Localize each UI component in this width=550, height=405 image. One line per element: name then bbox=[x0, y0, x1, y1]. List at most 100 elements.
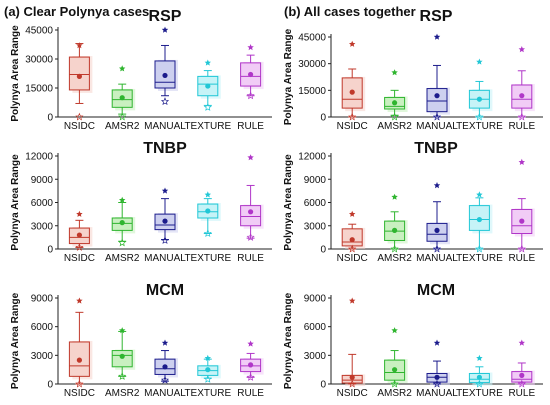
outlier-low-marker bbox=[348, 244, 357, 253]
y-tick-label: 12000 bbox=[298, 152, 326, 163]
mean-marker bbox=[434, 374, 440, 380]
outlier-high-marker bbox=[476, 58, 483, 65]
x-tick-label: RULE bbox=[508, 388, 535, 399]
mean-marker bbox=[205, 208, 211, 214]
y-tick-label: 9000 bbox=[304, 294, 327, 305]
x-tick-label: NSIDC bbox=[337, 388, 368, 399]
y-tick-label: 3000 bbox=[304, 351, 327, 362]
x-tick-label: AMSR2 bbox=[377, 253, 412, 264]
chart-title: TNBP bbox=[414, 140, 458, 157]
chart-b-mcm: MCM Polynya Area Range 0 3000 6000 9000 NSIDC A… bbox=[283, 282, 543, 399]
box-manual: MANUAL bbox=[416, 182, 458, 264]
y-axis-label: Polynya Area Range bbox=[10, 154, 21, 251]
outlier-high-marker bbox=[76, 210, 83, 217]
y-tick-label: 45000 bbox=[25, 26, 53, 37]
x-tick-label: MANUAL bbox=[416, 253, 458, 264]
chart-b-rsp: RSP Polynya Area Range 0 15000 30000 45000 NSI… bbox=[283, 8, 543, 132]
x-tick-label: AMSR2 bbox=[377, 388, 412, 399]
x-tick-label: TEXTURE bbox=[184, 388, 231, 399]
mean-marker bbox=[349, 237, 355, 243]
box-nsidc: NSIDC bbox=[337, 297, 368, 399]
outlier-low-marker bbox=[517, 244, 526, 253]
box-nsidc: NSIDC bbox=[64, 42, 95, 132]
box-amsr2: AMSR2 bbox=[377, 193, 412, 264]
outlier-low-marker bbox=[432, 379, 442, 388]
outlier-high-marker bbox=[391, 193, 398, 200]
outlier-low-marker bbox=[75, 243, 84, 251]
y-axis-label: Polynya Area Range bbox=[283, 292, 294, 389]
y-tick-label: 3000 bbox=[304, 221, 327, 232]
chart-title: RSP bbox=[149, 8, 182, 25]
y-tick-label: 3000 bbox=[31, 221, 54, 232]
mean-marker bbox=[476, 374, 482, 380]
x-tick-label: NSIDC bbox=[64, 121, 95, 132]
box-manual: MANUAL bbox=[144, 26, 186, 132]
box-rule: RULE bbox=[237, 44, 264, 132]
box-nsidc: NSIDC bbox=[337, 210, 368, 264]
outlier-high-marker bbox=[391, 327, 398, 334]
box-texture: TEXTURE bbox=[456, 58, 503, 132]
mean-marker bbox=[476, 216, 482, 223]
y-axis-label: Polynya Area Range bbox=[10, 292, 21, 389]
y-tick-label: 0 bbox=[47, 113, 53, 124]
box-rule: RULE bbox=[508, 158, 535, 264]
outlier-high-marker bbox=[476, 191, 483, 198]
x-tick-label: NSIDC bbox=[337, 253, 368, 264]
outlier-low-marker bbox=[160, 236, 170, 244]
box-amsr2: AMSR2 bbox=[377, 69, 412, 132]
chart-a-tnbp: TNBP Polynya Area Range 0 3000 6000 9000 12000… bbox=[10, 140, 272, 264]
outlier-high-marker bbox=[161, 187, 169, 194]
box-manual: MANUAL bbox=[416, 33, 458, 132]
outlier-high-marker bbox=[119, 65, 126, 72]
outlier-high-marker bbox=[76, 42, 83, 49]
y-tick-label: 6000 bbox=[304, 322, 327, 333]
panel-b-header: (b) All cases together bbox=[284, 4, 416, 19]
outlier-high-marker bbox=[161, 26, 169, 33]
outlier-low-marker bbox=[160, 375, 170, 384]
outlier-high-marker bbox=[349, 210, 356, 217]
mean-marker bbox=[119, 220, 125, 226]
mean-marker bbox=[349, 374, 355, 380]
outlier-high-marker bbox=[433, 33, 441, 40]
mean-marker bbox=[248, 71, 254, 78]
outlier-low-marker bbox=[246, 91, 255, 100]
outlier-high-marker bbox=[204, 191, 211, 198]
chart-title: RSP bbox=[420, 8, 453, 25]
mean-marker bbox=[119, 95, 125, 101]
outlier-high-marker bbox=[119, 327, 126, 334]
box-amsr2: AMSR2 bbox=[105, 327, 140, 399]
outlier-high-marker bbox=[204, 59, 211, 66]
y-tick-label: 0 bbox=[320, 380, 326, 391]
box-texture: TEXTURE bbox=[184, 191, 231, 264]
outlier-high-marker bbox=[247, 154, 254, 161]
y-tick-label: 3000 bbox=[31, 351, 54, 362]
box-texture: TEXTURE bbox=[184, 354, 231, 399]
y-tick-label: 9000 bbox=[304, 175, 327, 186]
outlier-low-marker bbox=[118, 238, 127, 247]
box-texture: TEXTURE bbox=[456, 191, 503, 264]
box-amsr2: AMSR2 bbox=[377, 327, 412, 399]
outlier-high-marker bbox=[119, 196, 126, 203]
box-rule: RULE bbox=[237, 154, 264, 264]
mean-marker bbox=[119, 353, 125, 359]
outlier-high-marker bbox=[247, 340, 254, 347]
box-rule: RULE bbox=[508, 339, 535, 399]
mean-marker bbox=[205, 83, 211, 89]
x-tick-label: TEXTURE bbox=[184, 253, 231, 264]
y-axis-label: Polynya Area Range bbox=[283, 28, 294, 125]
outlier-low-marker bbox=[390, 112, 399, 121]
box-iqr bbox=[426, 88, 448, 113]
box-nsidc: NSIDC bbox=[64, 297, 95, 399]
x-tick-label: NSIDC bbox=[64, 253, 95, 264]
x-tick-label: RULE bbox=[237, 253, 264, 264]
chart-title: TNBP bbox=[143, 140, 187, 157]
mean-marker bbox=[392, 100, 398, 106]
x-tick-label: RULE bbox=[237, 121, 264, 132]
x-tick-label: MANUAL bbox=[144, 121, 186, 132]
outlier-high-marker bbox=[349, 297, 356, 304]
y-axis-label: Polynya Area Range bbox=[10, 25, 21, 122]
outlier-low-marker bbox=[432, 112, 442, 121]
mean-marker bbox=[392, 367, 398, 373]
y-tick-label: 30000 bbox=[298, 59, 326, 70]
